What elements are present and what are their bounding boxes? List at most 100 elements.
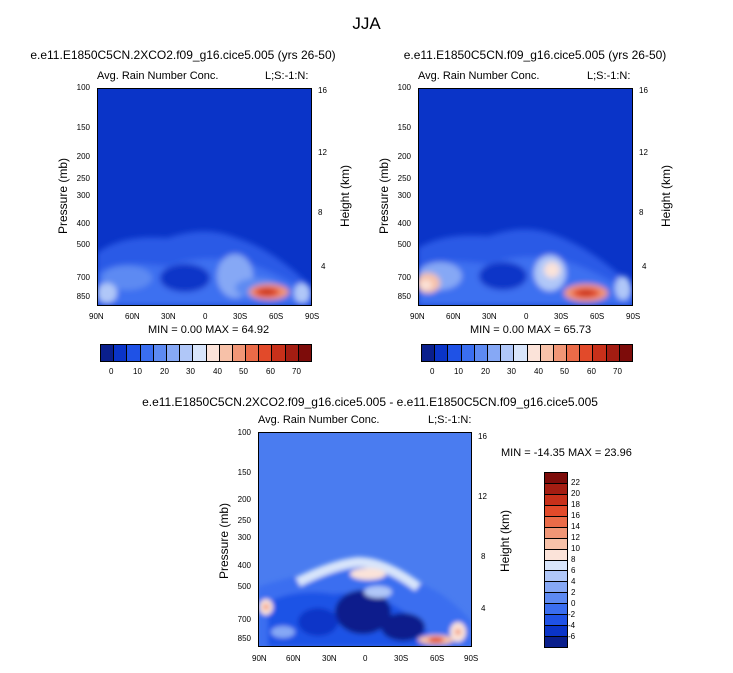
colorbar-tick: -6 [568, 632, 576, 641]
lat-tick: 0 [203, 312, 208, 321]
height-tick: 12 [318, 148, 327, 157]
panel1-plot-area [97, 88, 312, 306]
colorbar-swatch [540, 345, 554, 361]
panel3-method-label: L;S:-1:N: [428, 414, 472, 426]
panel2-height-axis: 16 12 8 4 [636, 86, 656, 306]
pressure-tick: 250 [76, 174, 90, 183]
panel3-colorbar [544, 472, 568, 648]
colorbar-swatch [593, 345, 607, 361]
colorbar-swatch [461, 345, 475, 361]
lat-tick: 30N [161, 312, 176, 321]
colorbar-tick: 50 [560, 367, 569, 376]
colorbar-swatch [193, 345, 207, 361]
colorbar-tick: 20 [160, 367, 169, 376]
height-tick: 16 [478, 432, 487, 441]
colorbar-tick: 20 [571, 489, 580, 498]
colorbar-tick: 2 [571, 588, 576, 597]
colorbar-swatch [567, 345, 581, 361]
panel3-pressure-label: Pressure (mb) [217, 503, 231, 580]
panel3-lat-axis: 90N 60N 30N 0 30S 60S 90S [252, 654, 478, 666]
colorbar-swatch [545, 482, 567, 494]
colorbar-tick: 16 [571, 511, 580, 520]
panel2-pressure-axis: 100 150 200 250 300 400 500 700 850 [381, 83, 415, 306]
colorbar-swatch [422, 345, 436, 361]
pressure-tick: 700 [76, 273, 90, 282]
colorbar-swatch [545, 625, 567, 637]
colorbar-tick: -2 [568, 610, 576, 619]
pressure-tick: 250 [237, 516, 251, 525]
colorbar-swatch [545, 548, 567, 560]
pressure-tick: 300 [397, 191, 411, 200]
colorbar-tick: 8 [571, 555, 576, 564]
pressure-tick: 400 [76, 219, 90, 228]
figure-title: JJA [352, 14, 381, 33]
colorbar-tick: 50 [239, 367, 248, 376]
colorbar-tick: 0 [109, 367, 114, 376]
colorbar-tick: 20 [481, 367, 490, 376]
panel3-contour-field [258, 432, 472, 647]
colorbar-tick: 30 [507, 367, 516, 376]
colorbar-swatch [219, 345, 233, 361]
panel1-variable-label: Avg. Rain Number Conc. [97, 70, 219, 82]
pressure-tick: 200 [237, 495, 251, 504]
panel3-minmax: MIN = -14.35 MAX = 23.96 [501, 447, 632, 459]
colorbar-tick: 10 [133, 367, 142, 376]
panel1-minmax: MIN = 0.00 MAX = 64.92 [148, 324, 270, 336]
colorbar-swatch [545, 515, 567, 527]
colorbar-tick: 10 [454, 367, 463, 376]
colorbar-swatch [606, 345, 620, 361]
pressure-tick: 250 [397, 174, 411, 183]
panel1-pressure-axis: 100 150 200 250 300 400 500 700 850 [60, 83, 94, 306]
colorbar-swatch [285, 345, 299, 361]
height-tick: 12 [478, 492, 487, 501]
colorbar-tick: 70 [292, 367, 301, 376]
lat-tick: 60S [430, 654, 445, 663]
pressure-tick: 850 [76, 292, 90, 301]
panel1-method-label: L;S:-1:N: [265, 70, 309, 82]
panel2-variable-label: Avg. Rain Number Conc. [418, 70, 540, 82]
panel2-colorbar [421, 344, 633, 362]
height-tick: 8 [481, 552, 486, 561]
colorbar-swatch [487, 345, 502, 361]
lat-tick: 0 [363, 654, 368, 663]
colorbar-swatch [232, 345, 247, 361]
lat-tick: 90S [305, 312, 320, 321]
panel1-title: e.e11.E1850C5CN.2XCO2.f09_g16.cice5.005 … [30, 48, 336, 62]
colorbar-swatch [166, 345, 181, 361]
panel3-title: e.e11.E1850C5CN.2XCO2.f09_g16.cice5.005 … [142, 395, 598, 409]
pressure-tick: 500 [397, 240, 411, 249]
lat-tick: 0 [524, 312, 529, 321]
pressure-tick: 200 [397, 152, 411, 161]
colorbar-tick: 60 [587, 367, 596, 376]
colorbar-swatch [114, 345, 128, 361]
colorbar-swatch [140, 345, 154, 361]
lat-tick: 90S [464, 654, 479, 663]
panel3-height-label: Height (km) [498, 510, 512, 573]
pressure-tick: 700 [397, 273, 411, 282]
panel1-height-axis: 16 12 8 4 [315, 86, 335, 306]
lat-tick: 60N [286, 654, 301, 663]
colorbar-swatch [580, 345, 594, 361]
pressure-tick: 150 [397, 123, 411, 132]
pressure-tick: 300 [237, 533, 251, 542]
panel2-method-label: L;S:-1:N: [587, 70, 631, 82]
colorbar-swatch [435, 345, 449, 361]
pressure-tick: 400 [397, 219, 411, 228]
colorbar-swatch [153, 345, 167, 361]
panel1-colorbar [100, 344, 312, 362]
colorbar-swatch [272, 345, 286, 361]
pressure-tick: 150 [76, 123, 90, 132]
lat-tick: 90N [252, 654, 267, 663]
panel3-colorbar-ticks: 22 20 18 16 14 12 10 8 6 4 2 0 -2 -4 -6 [568, 472, 601, 648]
colorbar-tick: 0 [430, 367, 435, 376]
lat-tick: 60N [446, 312, 461, 321]
colorbar-tick: 10 [571, 544, 580, 553]
height-tick: 12 [639, 148, 648, 157]
lat-tick: 60S [269, 312, 284, 321]
colorbar-swatch [127, 345, 141, 361]
height-tick: 4 [321, 262, 326, 271]
colorbar-swatch [259, 345, 273, 361]
colorbar-swatch [553, 345, 568, 361]
colorbar-swatch [545, 559, 567, 571]
panel2-colorbar-ticks: 0 10 20 30 40 50 60 70 [421, 367, 633, 379]
